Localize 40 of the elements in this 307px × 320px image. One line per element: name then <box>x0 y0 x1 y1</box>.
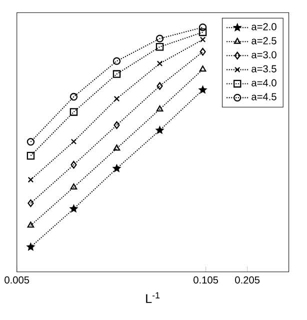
point <box>200 48 206 56</box>
point <box>114 121 120 130</box>
point <box>199 86 207 94</box>
point <box>28 199 34 208</box>
point <box>156 34 164 42</box>
point <box>27 243 35 250</box>
point <box>156 82 164 90</box>
point <box>28 222 34 228</box>
x-tick-label: 0.005 <box>4 276 30 284</box>
point <box>200 66 206 72</box>
point <box>114 144 120 151</box>
point <box>156 43 164 51</box>
legend-label: a=2.0 <box>252 23 277 30</box>
point <box>199 23 207 32</box>
point <box>28 176 34 183</box>
point <box>70 160 78 169</box>
legend-label: a=2.5 <box>252 37 277 44</box>
legend-label: a=3.5 <box>252 65 277 72</box>
legend-label: a=4.0 <box>252 79 277 86</box>
point <box>27 152 35 160</box>
x-tick-label: 0.105 <box>194 276 218 284</box>
point <box>157 60 163 66</box>
point <box>156 126 164 134</box>
point <box>156 105 164 112</box>
point <box>113 164 121 172</box>
point <box>199 28 207 36</box>
x-tick-label: 0.205 <box>235 276 260 284</box>
x-axis-title: L$^{-1}$ <box>146 292 160 303</box>
point <box>70 108 78 116</box>
point <box>113 57 121 65</box>
legend-label: a=3.0 <box>252 51 277 58</box>
point <box>27 138 35 146</box>
legend-label: a=4.5 <box>252 93 277 100</box>
point <box>71 138 77 144</box>
point <box>70 92 78 101</box>
point <box>70 183 78 190</box>
point <box>200 36 206 42</box>
point <box>113 70 121 78</box>
point <box>70 204 78 212</box>
point <box>114 96 120 102</box>
